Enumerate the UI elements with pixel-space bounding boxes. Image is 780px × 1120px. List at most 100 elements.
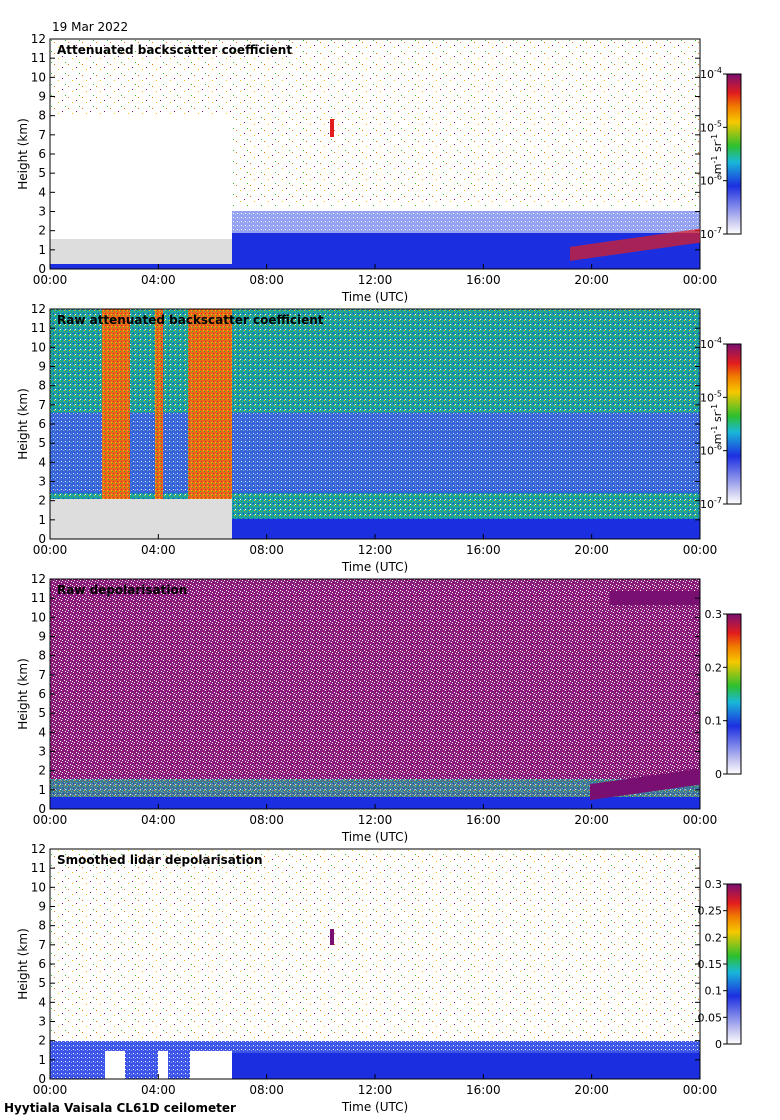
heatmap-gap — [190, 1051, 232, 1079]
heatmap-noisy-column — [102, 309, 130, 499]
y-tick-label: 7 — [38, 398, 46, 412]
y-tick-label: 6 — [38, 417, 46, 431]
heatmap-sparse-upper — [50, 39, 700, 115]
x-tick-label: 04:00 — [141, 813, 176, 827]
y-tick-label: 12 — [31, 572, 46, 586]
panel-2: Raw attenuated backscatter coefficient 0 1… — [16, 228, 742, 574]
x-tick-label: 16:00 — [466, 273, 501, 287]
heatmap-noisy-column — [155, 309, 163, 499]
panel-title: Attenuated backscatter coefficient — [57, 43, 292, 57]
y-tick-label: 5 — [38, 166, 46, 180]
heatmap-cloud-fragment — [330, 119, 334, 137]
colorbar: 0 0.1 0.2 0.3 — [705, 608, 742, 781]
instrument-label: Hyytiala Vaisala CL61D ceilometer — [4, 1101, 236, 1115]
y-tick-label: 1 — [38, 243, 46, 257]
colorbar-tick-label: 0.15 — [698, 958, 723, 971]
heatmap-gap — [158, 1051, 168, 1079]
heatmap-noise-lower — [50, 412, 700, 493]
colorbar-tick-label: 0.25 — [698, 905, 723, 918]
heatmap-cirrus — [590, 768, 700, 801]
y-tick-label: 0 — [38, 262, 46, 276]
colorbar-tick-label: 10-4 — [700, 336, 722, 351]
y-tick-label: 6 — [38, 147, 46, 161]
panel-title: Raw depolarisation — [57, 583, 187, 597]
colorbar-scale — [726, 613, 742, 775]
y-tick-label: 8 — [38, 379, 46, 393]
y-tick-label: 10 — [31, 880, 46, 894]
heatmap-gap-low — [50, 499, 232, 539]
y-tick-label: 12 — [31, 302, 46, 316]
x-tick-label: 20:00 — [574, 273, 609, 287]
y-tick-label: 4 — [38, 725, 46, 739]
colorbar-tick-label: 0 — [715, 768, 722, 781]
y-tick-label: 3 — [38, 205, 46, 219]
heatmap-layer — [50, 39, 700, 269]
x-tick-label: 00:00 — [683, 813, 718, 827]
colorbar-scale — [726, 343, 742, 505]
x-tick-label: 04:00 — [141, 1083, 176, 1097]
x-tick-label: 16:00 — [466, 813, 501, 827]
y-tick-label: 11 — [31, 591, 46, 605]
date-label: 19 Mar 2022 — [52, 20, 129, 34]
x-tick-label: 20:00 — [574, 543, 609, 557]
y-tick-label: 8 — [38, 109, 46, 123]
colorbar-unit-label: m-1 sr-1 — [710, 134, 724, 174]
heatmap-sparse — [50, 849, 700, 1039]
colorbar-scale — [726, 73, 742, 235]
colorbar-tick-label: 10-5 — [700, 389, 722, 404]
heatmap-noise — [50, 579, 700, 797]
x-tick-label: 00:00 — [683, 273, 718, 287]
colorbar-tick-label: 0 — [715, 1038, 722, 1051]
x-tick-label: 08:00 — [249, 273, 284, 287]
colorbar: 10-7 10-6 10-5 10-4 m-1 sr-1 — [700, 66, 742, 241]
heatmap-boundary-layer — [232, 1053, 700, 1079]
panel-1: Attenuated backscatter coefficient012345… — [16, 32, 742, 304]
y-tick-label: 9 — [38, 90, 46, 104]
y-tick-label: 2 — [38, 1034, 46, 1048]
colorbar-tick-label: 0.3 — [705, 878, 723, 891]
heatmap-cloud-fragment — [330, 929, 334, 945]
colorbar: 10-7 10-6 10-5 10-4 m-1 sr-1 — [700, 336, 742, 511]
x-tick-label: 20:00 — [574, 813, 609, 827]
y-tick-label: 7 — [38, 938, 46, 952]
y-tick-label: 11 — [31, 51, 46, 65]
y-tick-label: 3 — [38, 475, 46, 489]
y-tick-label: 6 — [38, 687, 46, 701]
colorbar-tick-label: 10-5 — [700, 119, 722, 134]
x-tick-label: 00:00 — [33, 1083, 68, 1097]
y-tick-label: 1 — [38, 513, 46, 527]
colorbar-tick-label: 10-6 — [700, 443, 722, 458]
x-tick-label: 08:00 — [249, 813, 284, 827]
x-tick-label: 12:00 — [358, 543, 393, 557]
y-tick-label: 5 — [38, 436, 46, 450]
heatmap-transition — [50, 779, 700, 797]
x-tick-label: 12:00 — [358, 273, 393, 287]
y-tick-label: 4 — [38, 455, 46, 469]
y-tick-label: 9 — [38, 900, 46, 914]
colorbar-scale — [726, 883, 742, 1045]
heatmap-boundary-layer — [232, 519, 700, 539]
y-tick-label: 5 — [38, 706, 46, 720]
y-tick-label: 12 — [31, 32, 46, 46]
y-tick-label: 9 — [38, 360, 46, 374]
colorbar-tick-label: 0.3 — [705, 608, 723, 621]
panel-title: Smoothed lidar depolarisation — [57, 853, 263, 867]
y-axis-label: Height (km) — [16, 658, 30, 729]
x-tick-label: 04:00 — [141, 273, 176, 287]
y-tick-label: 2 — [38, 494, 46, 508]
x-axis-label: Time (UTC) — [341, 560, 408, 574]
heatmap-layer — [50, 768, 700, 1079]
colorbar-tick-label: 10-4 — [700, 66, 722, 81]
y-tick-label: 8 — [38, 649, 46, 663]
x-tick-label: 04:00 — [141, 543, 176, 557]
colorbar-tick-label: 0.2 — [705, 661, 723, 674]
colorbar-tick-label: 10-6 — [700, 173, 722, 188]
y-tick-label: 2 — [38, 764, 46, 778]
y-tick-label: 7 — [38, 668, 46, 682]
x-tick-label: 08:00 — [249, 543, 284, 557]
x-tick-label: 12:00 — [358, 813, 393, 827]
y-tick-label: 4 — [38, 995, 46, 1009]
x-tick-label: 08:00 — [249, 1083, 284, 1097]
